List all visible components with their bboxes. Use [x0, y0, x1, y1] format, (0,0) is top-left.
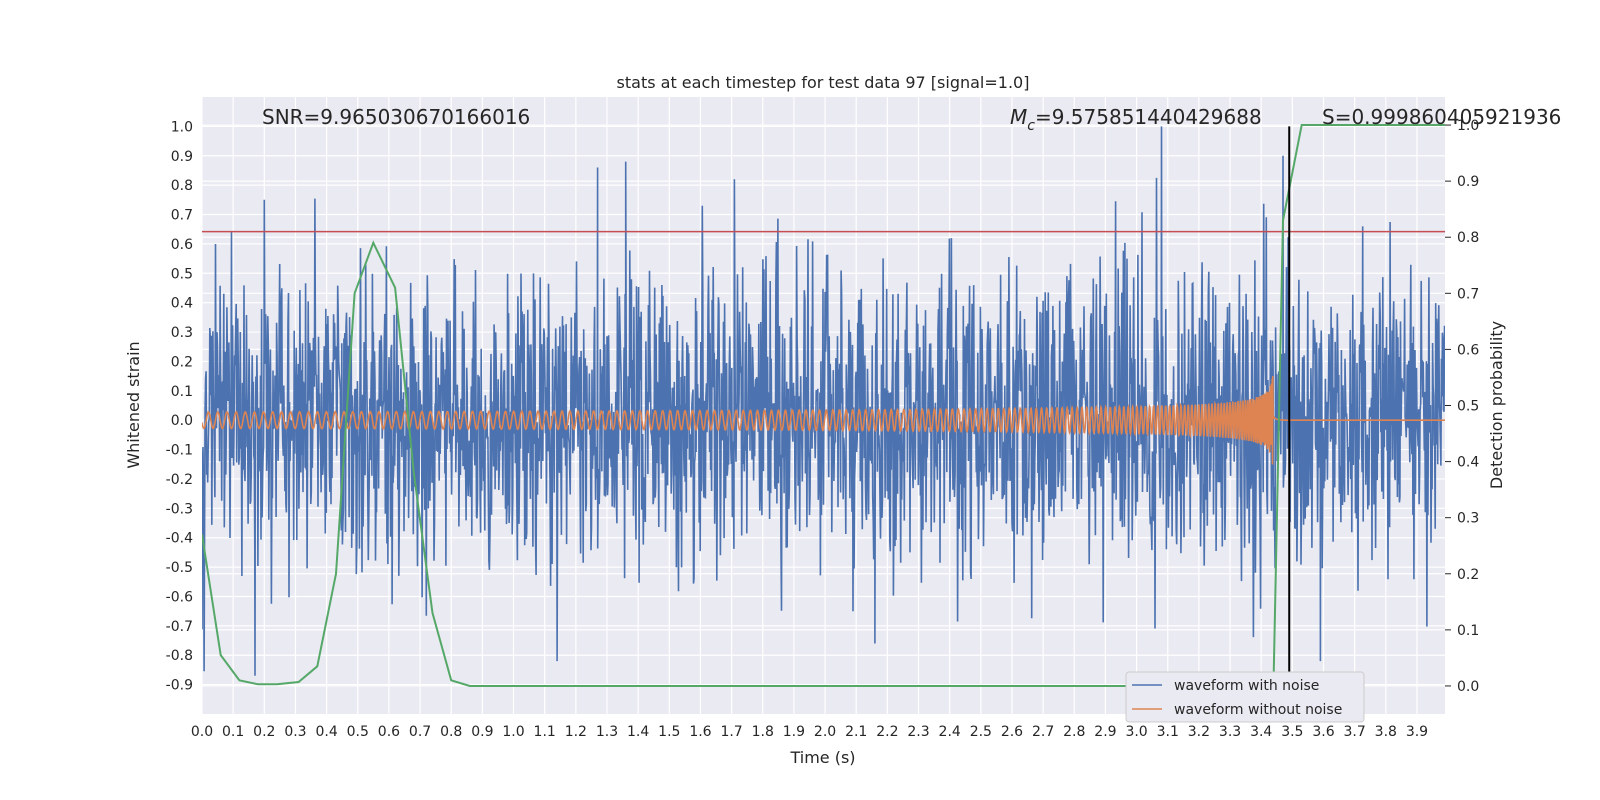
y2-tick-label: 0.1	[1457, 623, 1479, 639]
x-tick-label: 1.6	[689, 724, 711, 740]
x-tick-label: 1.8	[752, 724, 774, 740]
y2-tick-label: 1.0	[1457, 118, 1479, 134]
x-tick-label: 2.2	[876, 724, 898, 740]
y-tick-label: 0.5	[171, 266, 193, 282]
y-tick-label: 0.1	[171, 384, 193, 400]
legend: waveform with noise waveform without noi…	[1125, 671, 1365, 723]
y-tick-label: 0.0	[171, 413, 193, 429]
x-tick-label: 3.1	[1157, 724, 1179, 740]
x-tick-label: 2.0	[814, 724, 836, 740]
legend-label-clean: waveform without noise	[1174, 702, 1342, 718]
y-tick-label: -0.2	[166, 472, 193, 488]
y-tick-label: 0.8	[171, 178, 193, 194]
y-tick-label: 0.7	[171, 208, 193, 224]
chirp-mass-symbol: M	[1010, 105, 1027, 129]
x-axis-label: Time (s)	[789, 748, 855, 767]
x-tick-label: 1.3	[596, 724, 618, 740]
y2-tick-label: 0.8	[1457, 230, 1479, 246]
y-tick-label: -0.5	[166, 560, 193, 576]
y-axis-label: Whitened strain	[124, 341, 143, 468]
x-tick-label: 0.6	[378, 724, 400, 740]
x-tick-labels: 0.0 0.1 0.2 0.3 0.4 0.5 0.6 0.7 0.8 0.9 1.0 1.1 1.2 1…	[191, 724, 1428, 740]
x-tick-label: 1.9	[783, 724, 805, 740]
y-tick-label: 1.0	[171, 119, 193, 135]
x-tick-label: 0.7	[409, 724, 431, 740]
x-tick-label: 2.7	[1032, 724, 1054, 740]
x-tick-label: 2.8	[1063, 724, 1085, 740]
y2-tick-label: 0.4	[1457, 455, 1479, 471]
y-tick-label: 0.6	[171, 237, 193, 253]
y2-tick-label: 0.0	[1457, 679, 1479, 695]
y2-tick-label: 0.6	[1457, 342, 1479, 358]
x-tick-label: 0.5	[347, 724, 369, 740]
y-tick-labels: 1.0 0.9 0.8 0.7 0.6 0.5 0.4 0.3 0.2 0.1 0.0 -0.1 -0.…	[166, 119, 193, 693]
x-tick-label: 3.5	[1281, 724, 1303, 740]
x-tick-label: 1.7	[720, 724, 742, 740]
x-tick-label: 3.4	[1250, 724, 1272, 740]
x-tick-label: 0.9	[471, 724, 493, 740]
x-tick-label: 0.2	[253, 724, 275, 740]
y2-tick-label: 0.7	[1457, 286, 1479, 302]
y-tick-label: -0.7	[166, 619, 193, 635]
x-tick-label: 3.9	[1406, 724, 1428, 740]
y-tick-label: 0.4	[171, 296, 193, 312]
y2-tick-label: 0.2	[1457, 567, 1479, 583]
y-tick-label: 0.2	[171, 354, 193, 370]
x-tick-label: 3.3	[1219, 724, 1241, 740]
chirp-mass-subscript: c	[1027, 118, 1035, 134]
x-tick-label: 1.0	[502, 724, 524, 740]
y-tick-label: 0.3	[171, 325, 193, 341]
x-tick-label: 1.1	[534, 724, 556, 740]
chart-title: stats at each timestep for test data 97 …	[617, 73, 1030, 92]
x-tick-label: 0.4	[315, 724, 337, 740]
x-tick-label: 2.5	[970, 724, 992, 740]
y2-axis-label: Detection probability	[1487, 321, 1506, 489]
x-tick-label: 2.4	[939, 724, 961, 740]
score-annotation: S=0.99986040592193​6	[1322, 105, 1561, 129]
x-tick-label: 3.2	[1188, 724, 1210, 740]
x-tick-label: 2.9	[1094, 724, 1116, 740]
x-tick-label: 3.8	[1375, 724, 1397, 740]
x-tick-label: 3.7	[1344, 724, 1366, 740]
x-tick-label: 2.3	[907, 724, 929, 740]
legend-box	[1125, 671, 1365, 723]
y-tick-label: -0.6	[166, 589, 193, 605]
y2-tick-label: 0.9	[1457, 174, 1479, 190]
x-tick-label: 0.8	[440, 724, 462, 740]
y-tick-label: -0.1	[166, 443, 193, 459]
y-tick-label: 0.9	[171, 149, 193, 165]
y2-tick-label: 0.5	[1457, 399, 1479, 415]
y-tick-label: -0.4	[166, 531, 193, 547]
x-tick-label: 2.1	[845, 724, 867, 740]
y2-tick-labels: 1.0 0.9 0.8 0.7 0.6 0.5 0.4 0.3 0.2 0.1 0.0	[1445, 118, 1479, 695]
y-tick-label: -0.3	[166, 501, 193, 517]
legend-label-noise: waveform with noise	[1174, 678, 1319, 694]
x-tick-label: 0.0	[191, 724, 213, 740]
chirp-mass-annotation: Mc=9.575851440429688	[1010, 105, 1262, 134]
chirp-mass-value: =9.575851440429688	[1035, 105, 1262, 129]
x-tick-label: 3.6	[1312, 724, 1334, 740]
x-tick-label: 1.4	[627, 724, 649, 740]
y2-tick-label: 0.3	[1457, 511, 1479, 527]
y-tick-label: -0.9	[166, 678, 193, 694]
x-tick-label: 1.2	[565, 724, 587, 740]
snr-annotation: SNR=9.965030670166016	[262, 105, 530, 129]
x-tick-label: 3.0	[1125, 724, 1147, 740]
x-tick-label: 0.3	[284, 724, 306, 740]
x-tick-label: 2.6	[1001, 724, 1023, 740]
x-tick-label: 0.1	[222, 724, 244, 740]
x-tick-label: 1.5	[658, 724, 680, 740]
y-tick-label: -0.8	[166, 648, 193, 664]
